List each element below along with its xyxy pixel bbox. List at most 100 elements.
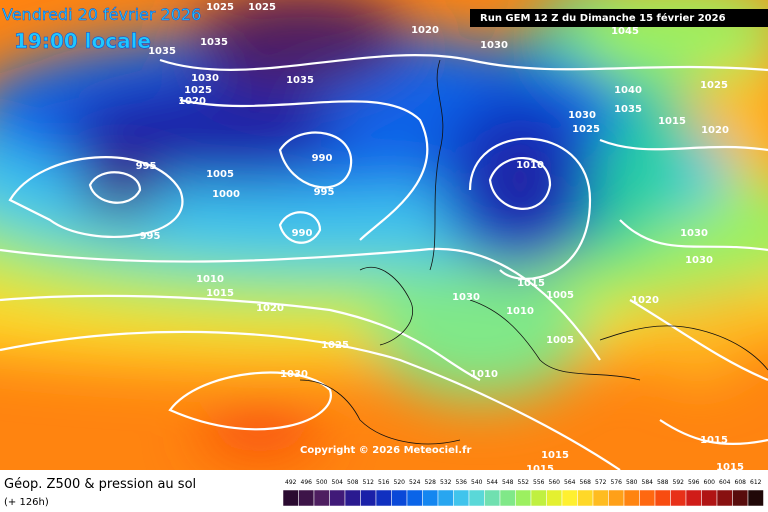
scale-swatch	[313, 489, 330, 507]
scale-label: 564	[564, 479, 576, 486]
scale-swatch	[701, 489, 718, 507]
scale-swatch	[422, 489, 439, 507]
scale-swatch	[515, 489, 532, 507]
isobar-label: 1045	[611, 26, 639, 37]
isobar-label: 1010	[470, 369, 498, 380]
scale-label: 584	[642, 479, 654, 486]
scale-label: 608	[735, 479, 747, 486]
isobar-label: 1010	[196, 274, 224, 285]
scale-label: 528	[425, 479, 437, 486]
scale-label: 520	[394, 479, 406, 486]
isobar-label: 1000	[212, 189, 240, 200]
scale-label: 540	[471, 479, 483, 486]
scale-label: 588	[657, 479, 669, 486]
isobar-label: 1035	[200, 37, 228, 48]
scale-swatch	[437, 489, 454, 507]
isobar-label: 1035	[286, 75, 314, 86]
scale-swatch	[375, 489, 392, 507]
isobars	[0, 54, 768, 470]
isobar-label: 1015	[716, 462, 744, 473]
isobar-label: 995	[314, 187, 335, 198]
isobar-label: 1005	[546, 290, 574, 301]
isobar-label: 1030	[568, 110, 596, 121]
scale-swatch	[608, 489, 625, 507]
isobar-label: 1020	[411, 25, 439, 36]
isobar-label: 1010	[506, 306, 534, 317]
footer-title: Géop. Z500 & pression au sol	[4, 477, 196, 492]
scale-label: 524	[409, 479, 421, 486]
isobar-label: 990	[312, 153, 333, 164]
scale-label: 556	[533, 479, 545, 486]
scale-swatch	[685, 489, 702, 507]
isobar-label: 1020	[256, 303, 284, 314]
geopotential-field: 1025 102510351035102010301045103010251020…	[0, 0, 768, 475]
isobar-label: 1030	[480, 40, 508, 51]
isobar-label: 1030	[452, 292, 480, 303]
scale-swatch	[298, 489, 315, 507]
scale-swatch	[577, 489, 594, 507]
scale-label: 536	[456, 479, 468, 486]
scale-swatch	[484, 489, 501, 507]
scale-label: 548	[502, 479, 514, 486]
isobar-label: 995	[136, 161, 157, 172]
scale-label: 508	[347, 479, 359, 486]
scale-swatch	[468, 489, 485, 507]
isobar-label: 1015	[541, 450, 569, 461]
scale-swatch	[530, 489, 547, 507]
scale-swatch	[453, 489, 470, 507]
scale-swatch	[344, 489, 361, 507]
scale-swatch	[546, 489, 563, 507]
scale-label: 552	[518, 479, 530, 486]
isobar-label: 1020	[178, 96, 206, 107]
scale-swatch	[639, 489, 656, 507]
isobar-label: 1025	[206, 2, 234, 13]
isobar-label: 995	[140, 231, 161, 242]
scale-label: 576	[611, 479, 623, 486]
scale-label: 532	[440, 479, 452, 486]
scale-label: 604	[719, 479, 731, 486]
scale-label: 580	[626, 479, 638, 486]
isobar-label: 1025	[572, 124, 600, 135]
scale-swatch	[747, 489, 764, 507]
scale-label: 544	[487, 479, 499, 486]
isobar-label: 1015	[700, 435, 728, 446]
isobar-label: 1025	[248, 2, 276, 13]
scale-swatch	[406, 489, 423, 507]
isobar-label: 1015	[526, 464, 554, 475]
scale-label: 596	[688, 479, 700, 486]
run-info: Run GEM 12 Z du Dimanche 15 février 2026	[480, 12, 726, 24]
scale-label: 512	[363, 479, 375, 486]
scale-label: 612	[750, 479, 762, 486]
isobar-label: 1030	[191, 73, 219, 84]
scale-swatch	[623, 489, 640, 507]
lead-time: (+ 126h)	[4, 497, 49, 508]
scale-label: 600	[704, 479, 716, 486]
isobar-label: 1030	[680, 228, 708, 239]
forecast-time: 19:00 locale	[14, 29, 151, 53]
scale-swatch	[716, 489, 733, 507]
isobar-label: 1025	[184, 85, 212, 96]
scale-label: 492	[285, 479, 297, 486]
isobar-label: 1020	[631, 295, 659, 306]
scale-swatch	[499, 489, 516, 507]
isobar-label: 1025	[700, 80, 728, 91]
scale-label: 592	[673, 479, 685, 486]
scale-label: 560	[549, 479, 561, 486]
scale-label: 504	[332, 479, 344, 486]
isobar-label: 1035	[148, 46, 176, 57]
scale-swatch	[654, 489, 671, 507]
scale-swatch	[561, 489, 578, 507]
copyright: Copyright © 2026 Meteociel.fr	[300, 445, 471, 456]
scale-swatch	[329, 489, 346, 507]
isobar-label: 1015	[206, 288, 234, 299]
isobar-label: 1035	[614, 104, 642, 115]
scale-label: 516	[378, 479, 390, 486]
color-scale: 492 496 500 504 508 512 516 520 524 528 532 536 540 5…	[282, 479, 764, 507]
run-banner	[470, 9, 768, 27]
scale-swatch	[732, 489, 749, 507]
isobar-label: 1010	[516, 160, 544, 171]
isobar-label: 1030	[685, 255, 713, 266]
coastlines	[299, 59, 768, 445]
isobar-label: 1005	[206, 169, 234, 180]
